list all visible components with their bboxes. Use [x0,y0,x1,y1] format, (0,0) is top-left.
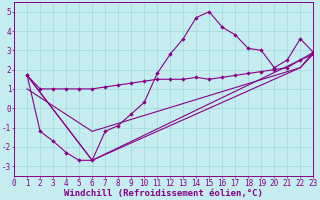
X-axis label: Windchill (Refroidissement éolien,°C): Windchill (Refroidissement éolien,°C) [64,189,263,198]
